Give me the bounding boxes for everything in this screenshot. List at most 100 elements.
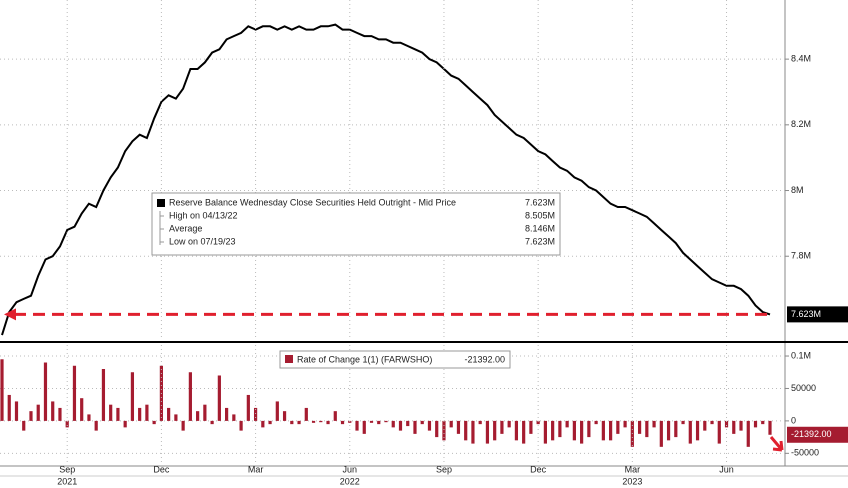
legend-stat-label: High on 04/13/22 — [169, 210, 238, 220]
bar — [340, 420, 345, 425]
bar — [369, 420, 374, 423]
bar — [594, 420, 598, 425]
bar — [572, 420, 576, 441]
bar — [565, 420, 569, 428]
bar — [601, 420, 605, 441]
x-tick-label: Mar — [625, 464, 641, 474]
bar — [14, 401, 19, 421]
legend-tree — [159, 211, 164, 245]
bar — [210, 420, 214, 425]
legend-label: Reserve Balance Wednesday Close Securiti… — [169, 197, 456, 207]
bar — [753, 420, 758, 428]
bar — [464, 420, 468, 441]
last-value-label: -21392.00 — [791, 429, 832, 439]
bar — [275, 401, 279, 421]
bar — [442, 420, 446, 441]
bar — [377, 420, 381, 425]
bar — [109, 404, 113, 421]
bar — [174, 414, 178, 421]
bar — [674, 420, 678, 438]
x-tick-label: Mar — [248, 464, 264, 474]
bar — [297, 420, 301, 425]
bar — [65, 420, 69, 428]
bar — [637, 420, 642, 434]
bar — [652, 420, 656, 428]
bar — [203, 404, 207, 421]
bar — [94, 420, 98, 431]
bar — [116, 407, 120, 421]
bar — [0, 359, 4, 421]
y-tick-label: 0.1M — [791, 350, 811, 360]
bar — [384, 420, 388, 423]
bar — [246, 394, 250, 421]
bar — [522, 420, 526, 444]
y-tick-label: 8M — [791, 185, 804, 195]
bar — [623, 420, 627, 428]
x-year-label: 2022 — [340, 476, 360, 486]
legend-stat-value: 8.146M — [525, 223, 555, 233]
bar — [449, 420, 453, 428]
x-tick-label: Jun — [719, 464, 734, 474]
arrow-head — [4, 308, 16, 321]
bar — [580, 420, 584, 444]
bar — [7, 394, 11, 421]
legend-swatch — [157, 199, 165, 207]
bar — [456, 420, 461, 434]
bar — [145, 404, 149, 421]
x-tick-label: Jun — [343, 464, 358, 474]
bar — [514, 420, 519, 441]
bar — [239, 420, 243, 431]
bar — [253, 407, 258, 421]
y-tick-label: 8.2M — [791, 119, 811, 129]
bar — [51, 401, 55, 421]
legend-stat-value: 8.505M — [525, 210, 555, 220]
x-tick-label: Dec — [153, 464, 170, 474]
bar — [72, 365, 77, 421]
bar — [87, 414, 91, 421]
bar — [732, 420, 736, 434]
y-tick-label: -50000 — [791, 448, 819, 458]
bar — [36, 404, 40, 421]
bar — [507, 420, 511, 428]
bar — [695, 420, 700, 441]
bar — [22, 420, 26, 431]
x-tick-label: Dec — [530, 464, 547, 474]
bar — [326, 420, 330, 425]
bar — [761, 420, 765, 425]
bar — [232, 414, 236, 421]
bar — [188, 372, 192, 421]
x-year-label: 2021 — [57, 476, 77, 486]
legend-box — [279, 350, 511, 369]
bar — [616, 420, 620, 434]
bar — [536, 420, 540, 425]
bar — [406, 420, 410, 427]
bar — [703, 420, 707, 431]
bar — [80, 398, 84, 421]
bar — [681, 420, 685, 425]
bar — [304, 407, 308, 421]
legend-stat-label: Average — [169, 223, 202, 233]
x-year-label: 2023 — [622, 476, 642, 486]
bar — [167, 407, 171, 421]
bar — [717, 420, 721, 444]
bar — [130, 372, 135, 421]
bar — [420, 420, 424, 425]
bar — [225, 407, 229, 421]
bar — [659, 420, 663, 447]
bar — [181, 420, 185, 431]
bar — [319, 420, 323, 423]
y-tick-label: 8.4M — [791, 54, 811, 64]
legend-stat-value: 7.623M — [525, 236, 555, 246]
bar — [101, 369, 106, 421]
bar — [58, 407, 62, 421]
bar — [217, 375, 221, 421]
bar — [558, 420, 562, 438]
bar — [645, 420, 649, 438]
x-tick-label: Sep — [59, 464, 75, 474]
bar — [609, 420, 613, 441]
bar — [478, 420, 482, 425]
bar — [268, 420, 272, 425]
bar — [152, 420, 156, 425]
